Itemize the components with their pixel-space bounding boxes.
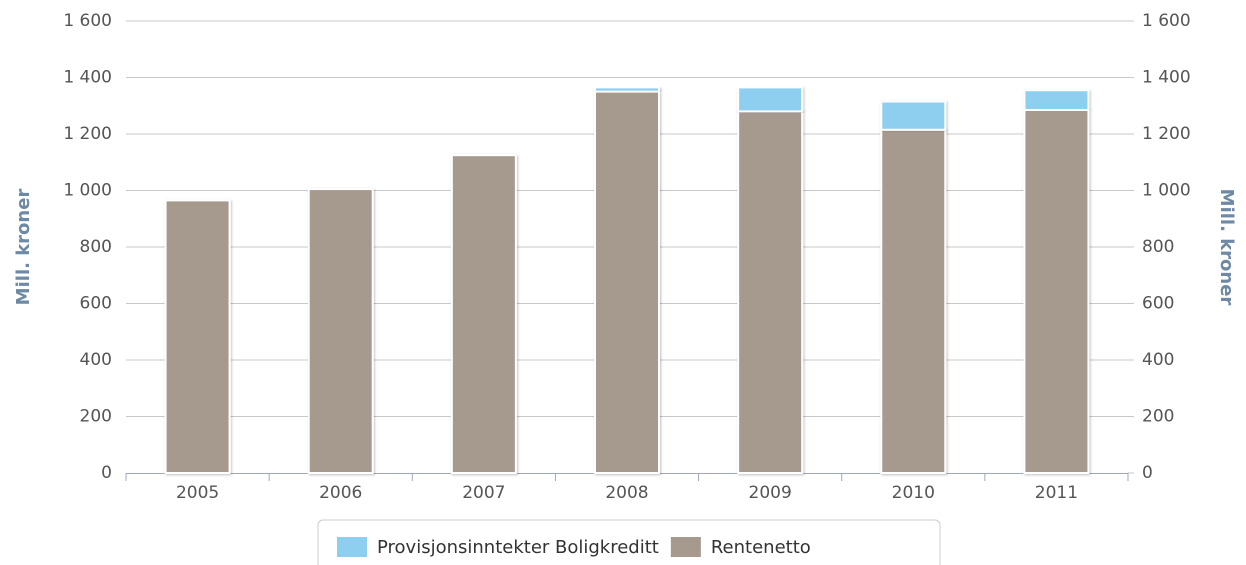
- bar-segment: [307, 188, 374, 474]
- legend-box: [317, 519, 941, 565]
- y-tick-label: 1 600: [63, 11, 112, 31]
- y-tick-label: 400: [80, 350, 112, 370]
- y2-tick-label: 200: [1142, 407, 1174, 427]
- bar-segment: [594, 90, 660, 474]
- y-tick-label: 600: [80, 294, 112, 314]
- y-axis-title: Mill. kroner: [13, 189, 34, 306]
- y-tick-label: 200: [80, 407, 112, 427]
- x-tick-label: 2011: [1035, 483, 1078, 503]
- y2-tick-label: 800: [1142, 237, 1174, 257]
- legend-label: Rentenetto: [711, 537, 811, 558]
- y-tick-label: 1 400: [63, 68, 112, 88]
- y-tick-label: 1 000: [63, 181, 112, 201]
- bar-segment: [1023, 89, 1090, 111]
- bar-segment: [737, 86, 804, 113]
- y-tick-label: 800: [80, 237, 112, 257]
- y2-tick-label: 1 400: [1142, 68, 1191, 88]
- bar-segment: [880, 100, 947, 131]
- y2-tick-label: 600: [1142, 294, 1174, 314]
- y2-tick-label: 1 600: [1142, 11, 1191, 31]
- bar-segment: [164, 199, 231, 474]
- x-tick-label: 2005: [176, 483, 219, 503]
- x-tick-label: 2008: [605, 483, 648, 503]
- y2-axis-title: Mill. kroner: [1216, 189, 1237, 306]
- x-tick-label: 2009: [749, 483, 792, 503]
- y-tick-label: 0: [101, 463, 112, 483]
- x-tick-label: 2007: [462, 483, 505, 503]
- legend-label: Provisjonsinntekter Boligkreditt: [377, 537, 659, 558]
- y2-tick-label: 1 000: [1142, 181, 1191, 201]
- y2-tick-label: 1 200: [1142, 124, 1191, 144]
- bar-segment: [880, 128, 947, 474]
- x-tick-label: 2010: [892, 483, 935, 503]
- y2-tick-label: 400: [1142, 350, 1174, 370]
- bar-segment: [594, 86, 660, 93]
- x-tick-label: 2006: [319, 483, 362, 503]
- bar-segment: [450, 154, 517, 474]
- legend-swatch: [337, 537, 367, 557]
- legend-swatch: [670, 537, 701, 557]
- y2-tick-label: 0: [1142, 463, 1153, 483]
- y-tick-label: 1 200: [63, 124, 112, 144]
- bar-segment: [1023, 108, 1090, 475]
- bar-segment: [737, 110, 804, 475]
